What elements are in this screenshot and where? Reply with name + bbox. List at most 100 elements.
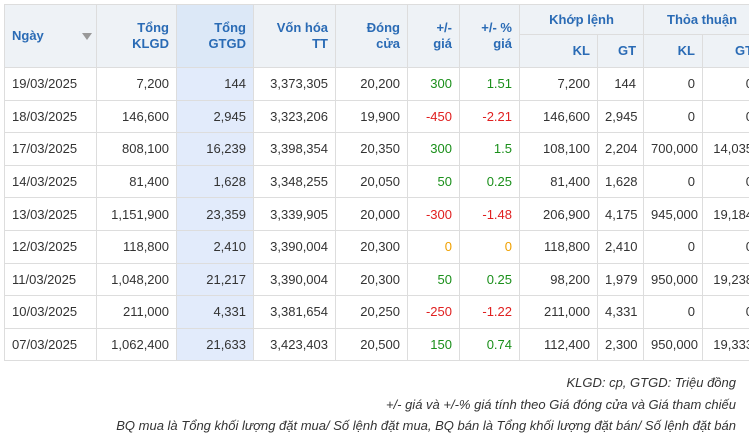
header-line: +/- % <box>481 20 512 35</box>
column-header-close-price[interactable]: Đóng cửa <box>335 4 408 68</box>
cell-negotiated-value: 19,238 <box>702 262 749 297</box>
cell-market-cap: 3,398,354 <box>253 132 336 166</box>
cell-total-volume: 146,600 <box>96 99 177 134</box>
cell-matched-value: 4,175 <box>596 197 645 231</box>
header-line: Tổng <box>137 20 169 35</box>
header-line: TT <box>312 36 328 51</box>
column-header-date-label: Ngày <box>12 28 44 43</box>
cell-total-value: 21,217 <box>176 262 254 297</box>
cell-negotiated-volume: 945,000 <box>643 197 704 231</box>
cell-total-volume: 1,062,400 <box>96 327 177 362</box>
cell-negotiated-volume: 0 <box>643 229 704 264</box>
cell-price-change-pct: -1.22 <box>459 295 520 329</box>
cell-matched-volume: 206,900 <box>519 197 598 231</box>
cell-negotiated-value: 19,333 <box>702 327 749 362</box>
cell-total-volume: 81,400 <box>96 164 177 199</box>
cell-date: 07/03/2025 <box>4 327 97 362</box>
cell-price-change: 300 <box>407 67 460 101</box>
cell-negotiated-volume: 0 <box>643 295 704 329</box>
column-group-matched: Khớp lệnh <box>518 4 645 35</box>
cell-matched-volume: 118,800 <box>519 229 598 264</box>
table-row: 10/03/2025 211,000 4,331 3,381,654 20,250 -25… <box>4 295 749 329</box>
cell-negotiated-volume: 0 <box>643 99 704 134</box>
cell-total-value: 144 <box>176 67 254 101</box>
cell-matched-volume: 108,100 <box>519 132 598 166</box>
column-header-negotiated-volume[interactable]: KL <box>643 34 704 68</box>
cell-total-value: 21,633 <box>176 327 254 362</box>
cell-date: 12/03/2025 <box>4 229 97 264</box>
table-row: 07/03/2025 1,062,400 21,633 3,423,403 20,500… <box>4 327 749 362</box>
cell-market-cap: 3,390,004 <box>253 262 336 297</box>
cell-market-cap: 3,348,255 <box>253 164 336 199</box>
column-header-matched-value[interactable]: GT <box>596 34 645 68</box>
cell-total-value: 23,359 <box>176 197 254 231</box>
header-line: Vốn hóa <box>276 20 328 35</box>
table-row: 19/03/2025 7,200 144 3,373,305 20,200 300 1.51… <box>4 67 749 101</box>
column-header-price-change[interactable]: +/- giá <box>407 4 460 68</box>
cell-total-volume: 211,000 <box>96 295 177 329</box>
cell-close-price: 20,500 <box>335 327 408 362</box>
cell-close-price: 20,000 <box>335 197 408 231</box>
cell-market-cap: 3,423,403 <box>253 327 336 362</box>
column-header-price-change-pct[interactable]: +/- % giá <box>459 4 520 68</box>
cell-negotiated-value: 19,184 <box>702 197 749 231</box>
cell-matched-value: 144 <box>596 67 645 101</box>
table-body: 19/03/2025 7,200 144 3,373,305 20,200 300 1.51… <box>4 67 749 362</box>
cell-total-value: 2,945 <box>176 99 254 134</box>
cell-price-change-pct: 0.25 <box>459 262 520 297</box>
column-header-matched-volume[interactable]: KL <box>519 34 598 68</box>
cell-matched-value: 1,979 <box>596 262 645 297</box>
column-header-total-value[interactable]: Tổng GTGD <box>176 4 254 68</box>
table-row: 13/03/2025 1,151,900 23,359 3,339,905 20,000… <box>4 197 749 231</box>
cell-total-value: 4,331 <box>176 295 254 329</box>
column-header-date[interactable]: Ngày <box>4 4 97 68</box>
cell-negotiated-volume: 0 <box>643 67 704 101</box>
cell-matched-value: 2,410 <box>596 229 645 264</box>
cell-matched-volume: 146,600 <box>519 99 598 134</box>
table-row: 12/03/2025 118,800 2,410 3,390,004 20,300 0 0 1… <box>4 229 749 264</box>
cell-price-change: 50 <box>407 262 460 297</box>
table-row: 18/03/2025 146,600 2,945 3,323,206 19,900 -45… <box>4 99 749 134</box>
cell-price-change: 0 <box>407 229 460 264</box>
cell-date: 14/03/2025 <box>4 164 97 199</box>
cell-negotiated-value: 0 <box>702 295 749 329</box>
cell-market-cap: 3,390,004 <box>253 229 336 264</box>
cell-price-change-pct: -2.21 <box>459 99 520 134</box>
table-row: 11/03/2025 1,048,200 21,217 3,390,004 20,300… <box>4 262 749 297</box>
cell-price-change: -300 <box>407 197 460 231</box>
cell-date: 17/03/2025 <box>4 132 97 166</box>
cell-total-value: 2,410 <box>176 229 254 264</box>
cell-price-change: 50 <box>407 164 460 199</box>
cell-close-price: 20,350 <box>335 132 408 166</box>
cell-matched-volume: 7,200 <box>519 67 598 101</box>
cell-date: 19/03/2025 <box>4 67 97 101</box>
column-header-negotiated-value[interactable]: GT <box>702 34 749 68</box>
cell-market-cap: 3,323,206 <box>253 99 336 134</box>
cell-price-change-pct: 0 <box>459 229 520 264</box>
cell-matched-value: 2,945 <box>596 99 645 134</box>
header-line: +/- <box>436 20 452 35</box>
cell-total-value: 1,628 <box>176 164 254 199</box>
trading-history-table: Ngày Tổng KLGD Tổng GTGD Vốn hóa TT Đóng… <box>4 4 749 362</box>
cell-close-price: 20,050 <box>335 164 408 199</box>
cell-matched-volume: 211,000 <box>519 295 598 329</box>
cell-total-volume: 808,100 <box>96 132 177 166</box>
cell-price-change-pct: -1.48 <box>459 197 520 231</box>
column-header-total-volume[interactable]: Tổng KLGD <box>96 4 177 68</box>
cell-price-change-pct: 1.5 <box>459 132 520 166</box>
cell-negotiated-value: 0 <box>702 229 749 264</box>
cell-price-change-pct: 0.25 <box>459 164 520 199</box>
cell-date: 13/03/2025 <box>4 197 97 231</box>
cell-total-volume: 1,048,200 <box>96 262 177 297</box>
cell-total-volume: 1,151,900 <box>96 197 177 231</box>
cell-matched-value: 4,331 <box>596 295 645 329</box>
header-line: cửa <box>376 36 400 51</box>
cell-market-cap: 3,339,905 <box>253 197 336 231</box>
cell-matched-value: 2,300 <box>596 327 645 362</box>
sort-down-icon[interactable] <box>82 33 92 40</box>
cell-date: 11/03/2025 <box>4 262 97 297</box>
footnote-price-change: +/- giá và +/-% giá tính theo Giá đóng c… <box>385 396 736 412</box>
column-header-market-cap[interactable]: Vốn hóa TT <box>253 4 336 68</box>
cell-negotiated-volume: 0 <box>643 164 704 199</box>
header-line: giá <box>433 36 452 51</box>
